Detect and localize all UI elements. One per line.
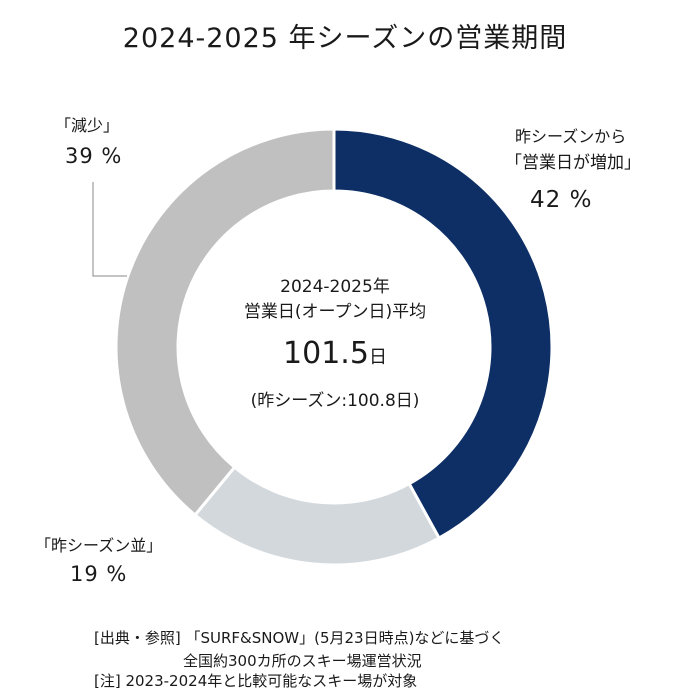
source-note-line2: 全国約300カ所のスキー場運営状況	[183, 652, 422, 670]
leader-line-decrease	[92, 182, 127, 277]
label-same-percent: 19 %	[70, 562, 128, 586]
label-decrease-percent: 39 %	[65, 144, 123, 168]
source-note-line1: [出典・参照] 「SURF&SNOW」(5月23日時点)などに基づく	[94, 629, 505, 647]
slice-decrease	[114, 127, 336, 518]
center-label: 営業日(オープン日)平均	[243, 302, 427, 322]
center-season: 2024-2025年	[280, 277, 390, 297]
slice-increase	[332, 127, 554, 541]
center-unit: 日	[368, 347, 387, 368]
slice-same	[192, 465, 442, 567]
label-decrease-line1: 「減少」	[55, 116, 120, 135]
label-increase-line2: 「営業日が増加」	[505, 153, 641, 173]
center-previous: (昨シーズン:100.8日)	[250, 391, 420, 411]
source-note-line3: [注] 2023-2024年と比較可能なスキー場が対象	[94, 672, 418, 690]
donut-slices	[114, 127, 554, 567]
label-increase-line1: 昨シーズンから	[515, 127, 627, 146]
label-increase-percent: 42 %	[530, 187, 593, 213]
chart-title: 2024-2025 年シーズンの営業期間	[122, 23, 568, 54]
center-value: 101.5	[283, 336, 369, 371]
label-same-line1: 「昨シーズン並」	[35, 536, 163, 555]
center-value-group: 101.5日	[230, 336, 440, 371]
